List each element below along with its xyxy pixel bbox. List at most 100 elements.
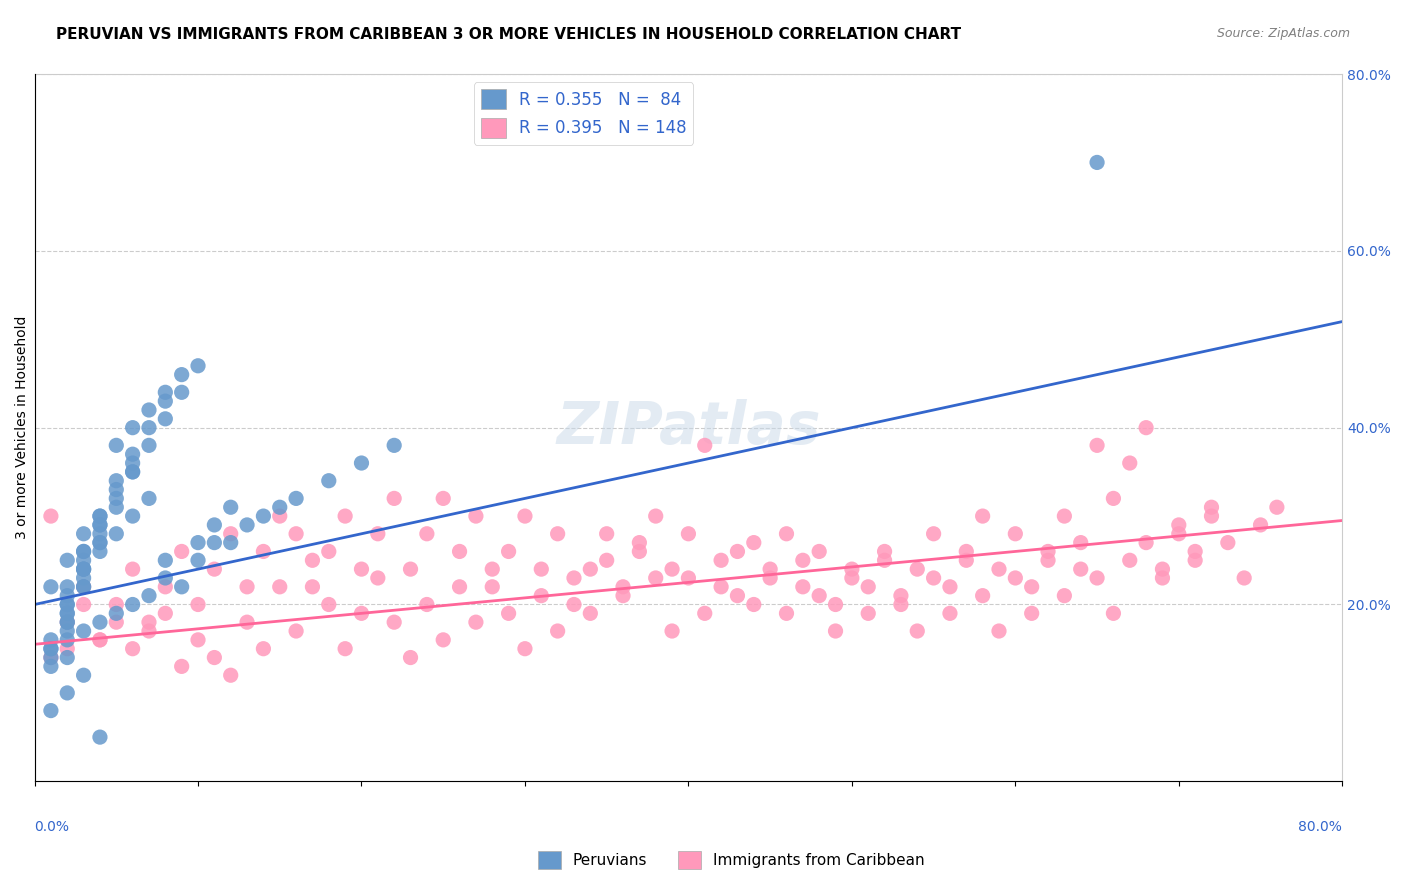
Point bbox=[219, 535, 242, 549]
Point bbox=[759, 562, 782, 576]
Point bbox=[382, 615, 405, 630]
Point bbox=[678, 526, 700, 541]
Point bbox=[792, 553, 814, 567]
Point bbox=[236, 517, 259, 532]
Point bbox=[1152, 562, 1174, 576]
Point bbox=[824, 624, 846, 638]
Point bbox=[39, 704, 62, 718]
Point bbox=[89, 730, 111, 744]
Point bbox=[89, 509, 111, 524]
Legend: Peruvians, Immigrants from Caribbean: Peruvians, Immigrants from Caribbean bbox=[531, 845, 931, 875]
Point bbox=[121, 465, 143, 479]
Point bbox=[1085, 155, 1108, 169]
Point bbox=[187, 553, 209, 567]
Point bbox=[416, 598, 439, 612]
Point bbox=[202, 535, 225, 549]
Text: PERUVIAN VS IMMIGRANTS FROM CARIBBEAN 3 OR MORE VEHICLES IN HOUSEHOLD CORRELATIO: PERUVIAN VS IMMIGRANTS FROM CARIBBEAN 3 … bbox=[56, 27, 962, 42]
Point bbox=[808, 589, 831, 603]
Point bbox=[285, 624, 308, 638]
Point bbox=[399, 562, 422, 576]
Point bbox=[72, 544, 94, 558]
Point bbox=[955, 553, 977, 567]
Point bbox=[121, 598, 143, 612]
Point bbox=[155, 580, 177, 594]
Point bbox=[269, 500, 291, 515]
Point bbox=[595, 553, 617, 567]
Point bbox=[841, 571, 863, 585]
Point bbox=[727, 544, 749, 558]
Point bbox=[187, 632, 209, 647]
Point bbox=[105, 607, 128, 621]
Point bbox=[56, 607, 79, 621]
Point bbox=[56, 641, 79, 656]
Point bbox=[333, 641, 356, 656]
Point bbox=[1102, 607, 1125, 621]
Point bbox=[628, 535, 651, 549]
Point bbox=[56, 615, 79, 630]
Point bbox=[350, 562, 373, 576]
Point bbox=[318, 598, 340, 612]
Point bbox=[72, 580, 94, 594]
Text: ZIPatlas: ZIPatlas bbox=[557, 400, 821, 456]
Point bbox=[449, 544, 471, 558]
Point bbox=[939, 580, 962, 594]
Point bbox=[678, 571, 700, 585]
Legend: R = 0.355   N =  84, R = 0.395   N = 148: R = 0.355 N = 84, R = 0.395 N = 148 bbox=[474, 82, 693, 145]
Point bbox=[808, 544, 831, 558]
Point bbox=[138, 589, 160, 603]
Point bbox=[170, 385, 193, 400]
Point bbox=[1021, 607, 1043, 621]
Point bbox=[464, 615, 486, 630]
Point bbox=[710, 580, 733, 594]
Point bbox=[972, 589, 994, 603]
Point bbox=[56, 598, 79, 612]
Point bbox=[416, 526, 439, 541]
Point bbox=[89, 632, 111, 647]
Point bbox=[56, 615, 79, 630]
Point bbox=[170, 544, 193, 558]
Point bbox=[922, 526, 945, 541]
Point bbox=[644, 509, 666, 524]
Point bbox=[399, 650, 422, 665]
Point bbox=[939, 607, 962, 621]
Point bbox=[1036, 553, 1059, 567]
Point bbox=[252, 509, 274, 524]
Point bbox=[1085, 438, 1108, 452]
Point bbox=[693, 438, 716, 452]
Point bbox=[105, 598, 128, 612]
Point bbox=[661, 624, 683, 638]
Point bbox=[56, 589, 79, 603]
Point bbox=[562, 598, 585, 612]
Point bbox=[89, 526, 111, 541]
Point bbox=[105, 615, 128, 630]
Point bbox=[187, 535, 209, 549]
Point bbox=[236, 615, 259, 630]
Point bbox=[1250, 517, 1272, 532]
Point bbox=[269, 580, 291, 594]
Point bbox=[350, 607, 373, 621]
Point bbox=[187, 359, 209, 373]
Point bbox=[219, 668, 242, 682]
Point bbox=[955, 544, 977, 558]
Point bbox=[890, 589, 912, 603]
Point bbox=[72, 553, 94, 567]
Point bbox=[727, 589, 749, 603]
Point bbox=[72, 580, 94, 594]
Point bbox=[759, 571, 782, 585]
Point bbox=[333, 509, 356, 524]
Point bbox=[155, 385, 177, 400]
Point bbox=[1135, 535, 1157, 549]
Point bbox=[72, 562, 94, 576]
Point bbox=[72, 624, 94, 638]
Point bbox=[318, 474, 340, 488]
Point bbox=[219, 526, 242, 541]
Point bbox=[481, 580, 503, 594]
Point bbox=[530, 589, 553, 603]
Point bbox=[367, 526, 389, 541]
Point bbox=[1167, 526, 1189, 541]
Point bbox=[105, 483, 128, 497]
Point bbox=[56, 607, 79, 621]
Point bbox=[56, 553, 79, 567]
Point bbox=[202, 650, 225, 665]
Point bbox=[285, 491, 308, 506]
